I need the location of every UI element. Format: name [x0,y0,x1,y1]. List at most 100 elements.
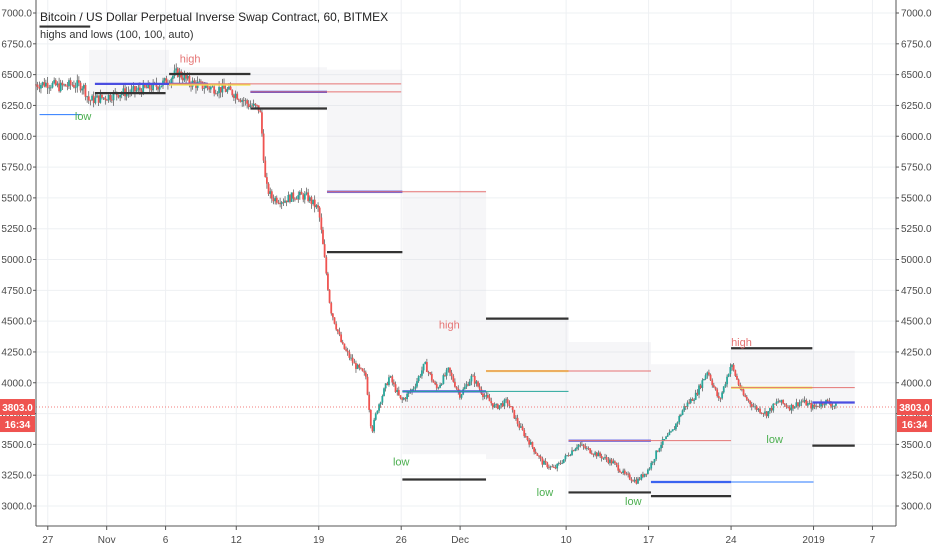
candle-body [693,399,695,401]
candle-body [86,96,89,98]
y-tick-label-left: 4250.0 [1,347,32,358]
candle-body [477,381,479,387]
candle-body [355,363,357,369]
candle-body [77,80,80,83]
candle-body [298,191,301,196]
candle-body [670,431,672,433]
candle-body [134,86,136,92]
y-tick-label-right: 5750.0 [901,163,932,174]
candle-body [650,462,653,469]
candle-body [646,469,649,474]
candle-body [754,406,757,408]
candle-body [102,97,105,99]
candle-body [533,447,535,452]
candle-body [237,99,240,101]
candle-body [402,398,405,400]
candle-body [218,87,220,93]
candle-body [579,444,582,446]
candle-body [371,426,374,432]
candle-body [389,376,392,378]
y-tick-label-right: 3250.0 [901,471,932,482]
candle-body [594,452,597,455]
candle-body [401,398,404,400]
candle-body [760,412,763,414]
candle-body [358,364,361,368]
candle-body [762,413,765,414]
candle-body [488,397,491,402]
candle-body [219,87,222,93]
candle-body [482,393,484,398]
candle-body [566,455,568,457]
candle-body [300,191,303,195]
candle-body [96,95,98,98]
candle-body [747,399,750,401]
candle-body [99,94,102,103]
candle-body [435,384,438,389]
candle-body [292,192,295,199]
x-tick-label: 12 [231,535,243,546]
y-tick-label-left: 5500.0 [1,193,32,204]
candle-body [787,406,789,408]
candle-body [823,404,826,406]
candle-body [424,362,427,364]
candle-body [614,461,616,463]
candle-body [214,93,217,95]
candle-body [627,473,630,475]
candle-body [284,200,286,203]
candle-body [379,402,382,405]
candle-body [333,317,336,324]
candle-body [590,453,593,455]
annotation-low: low [75,111,92,123]
y-tick-label-right: 6250.0 [901,101,932,112]
candle-body [653,459,656,463]
candle-body [750,404,753,407]
candle-body [414,386,417,389]
candle-body [437,387,440,389]
annotation-low: low [537,487,554,499]
candle-body [673,429,676,431]
candle-body [797,402,799,407]
indicator-label: highs and lows (100, 100, auto) [40,29,194,41]
range-box [486,318,569,460]
candle-body [712,385,715,388]
candle-body [294,198,296,200]
candle-body [600,456,603,459]
candle-body [226,89,229,92]
candle-body [56,83,59,86]
candle-body [374,413,377,420]
candle-body [158,87,161,90]
candle-body [490,401,493,404]
candle-body [460,394,463,398]
candle-body [531,442,534,448]
candle-body [396,390,399,392]
candle-body [581,444,583,446]
candle-body [696,392,699,395]
candle-body [165,78,168,85]
candle-body [521,426,524,431]
candle-body [251,105,253,107]
candle-body [467,384,470,386]
candle-body [645,473,648,475]
candle-body [49,87,52,89]
candle-body [800,401,803,403]
candle-body [224,88,227,92]
candle-body [617,464,620,471]
range-box [402,190,487,455]
candle-body [640,474,643,480]
range-box [568,342,651,494]
candle-body [554,467,557,469]
candle-body [671,429,674,432]
y-tick-label-left: 3000.0 [1,502,32,513]
candle-body [574,448,577,452]
y-tick-label-left: 5750.0 [1,163,32,174]
candle-body [343,343,346,350]
candle-body [478,386,481,390]
candle-body [508,403,511,407]
candle-body [561,462,564,464]
candle-body [142,84,145,95]
candle-body [412,388,415,390]
candle-body [576,447,578,449]
candle-body [792,404,794,409]
candle-body [279,202,281,205]
candle-body [648,468,651,470]
